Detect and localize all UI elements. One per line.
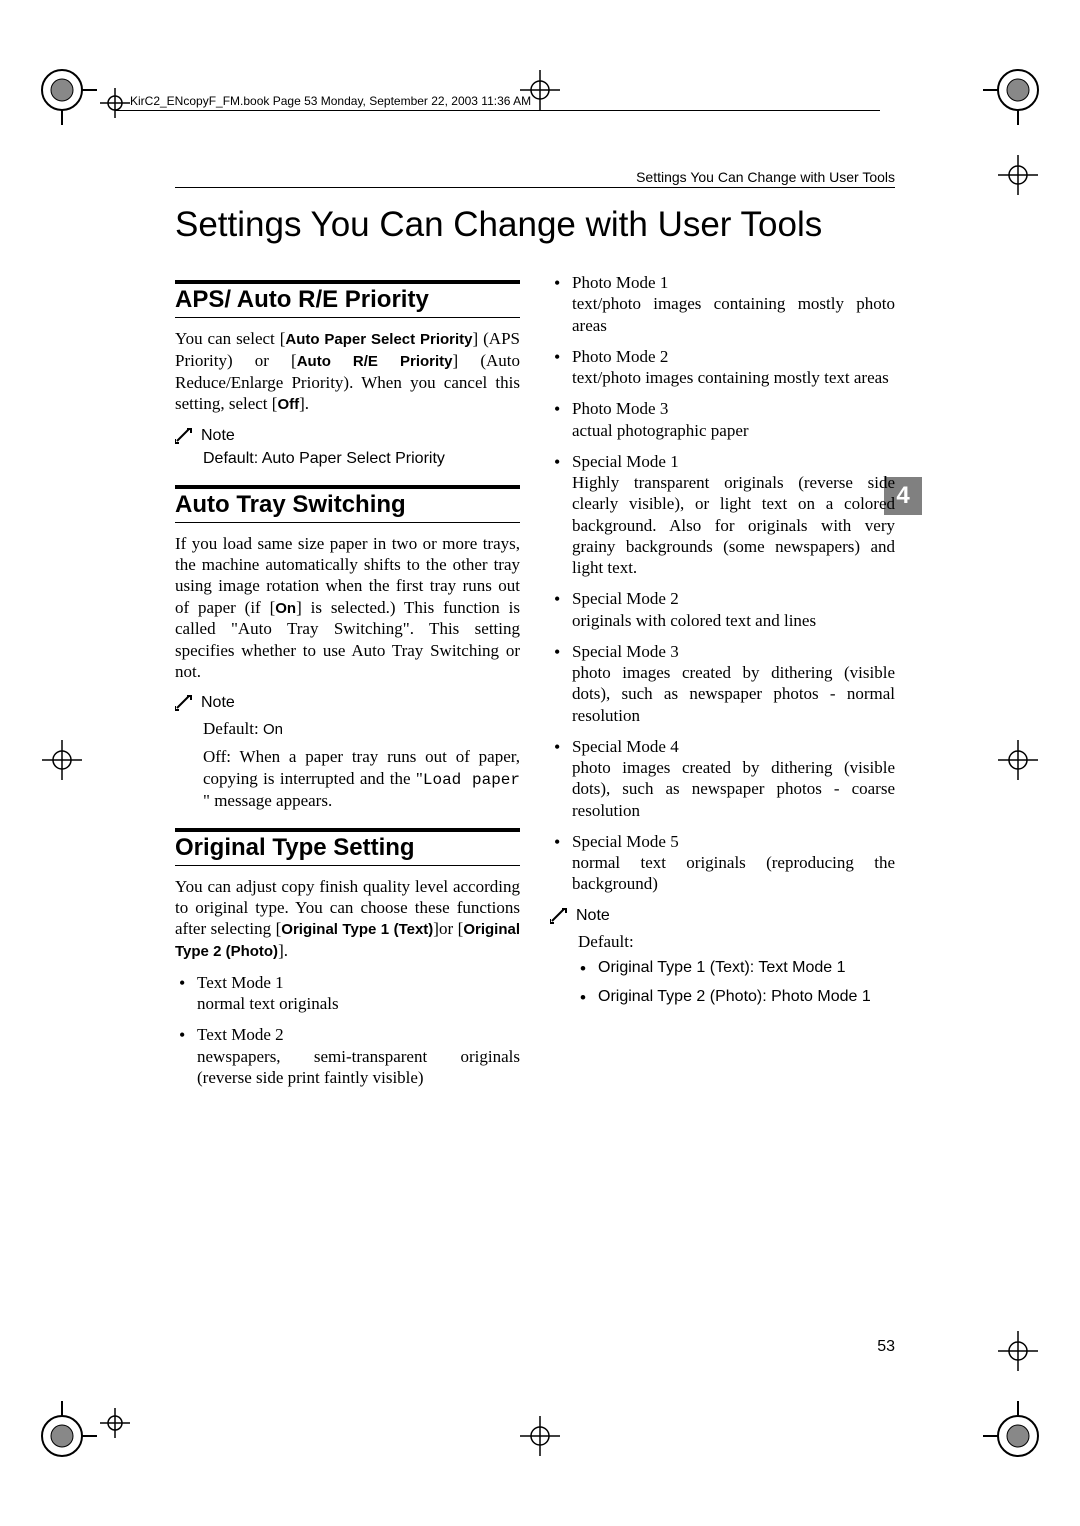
list-item: Text Mode 2newspapers, semi-transparent …: [175, 1024, 520, 1088]
ats-note-2: Off: When a paper tray runs out of paper…: [203, 746, 520, 812]
ots-heading: Original Type Setting: [175, 834, 520, 862]
crop-mark-tl: [37, 65, 97, 125]
ots-defaults: Original Type 1 (Text): Text Mode 1 Orig…: [578, 958, 895, 1008]
note-icon: [550, 907, 570, 925]
ots-note-default: Default:: [578, 931, 895, 953]
aps-note-head: Note: [175, 427, 520, 445]
list-item: Photo Mode 1text/photo images containing…: [550, 272, 895, 336]
header-rule: [115, 110, 880, 111]
section-rule: [175, 485, 520, 489]
right-column: Photo Mode 1text/photo images containing…: [550, 272, 895, 1098]
ots-note-head: Note: [550, 907, 895, 925]
ats-heading: Auto Tray Switching: [175, 491, 520, 519]
aps-body: You can select [Auto Paper Select Priori…: [175, 328, 520, 415]
framemaker-header: KirC2_ENcopyF_FM.book Page 53 Monday, Se…: [130, 94, 531, 108]
reg-right-top: [998, 155, 1038, 195]
aps-note-default: Default: Auto Paper Select Priority: [203, 449, 520, 469]
list-item: Special Mode 1Highly transparent origina…: [550, 451, 895, 579]
ats-note-1: Default: On: [203, 718, 520, 740]
running-head: Settings You Can Change with User Tools: [636, 169, 895, 185]
reg-bottom: [520, 1416, 560, 1456]
list-item: Photo Mode 2text/photo images containing…: [550, 346, 895, 389]
ots-body: You can adjust copy finish quality level…: [175, 876, 520, 962]
list-item: Special Mode 4photo images created by di…: [550, 736, 895, 821]
note-label: Note: [201, 427, 235, 445]
reg-left: [42, 740, 82, 780]
reg-right: [998, 740, 1038, 780]
section-underline: [175, 522, 520, 523]
crop-mark-tr: [983, 65, 1043, 125]
crop-mark-br: [983, 1401, 1043, 1461]
page-title: Settings You Can Change with User Tools: [175, 205, 822, 245]
ats-note-head: Note: [175, 694, 520, 712]
chapter-number: 4: [896, 482, 909, 510]
note-icon: [175, 694, 195, 712]
aps-heading: APS/ Auto R/E Priority: [175, 286, 520, 314]
content-columns: APS/ Auto R/E Priority You can select [A…: [175, 272, 895, 1098]
list-item: Special Mode 2originals with colored tex…: [550, 588, 895, 631]
reg-right-bottom: [998, 1331, 1038, 1371]
list-item: Special Mode 3photo images created by di…: [550, 641, 895, 726]
left-column: APS/ Auto R/E Priority You can select [A…: [175, 272, 520, 1098]
section-underline: [175, 317, 520, 318]
note-label: Note: [201, 694, 235, 712]
list-item: Text Mode 1normal text originals: [175, 972, 520, 1015]
section-rule: [175, 280, 520, 284]
reg-binder-bottom: [100, 1408, 130, 1438]
list-item: Photo Mode 3actual photographic paper: [550, 398, 895, 441]
list-item: Original Type 1 (Text): Text Mode 1: [578, 958, 895, 979]
section-underline: [175, 865, 520, 866]
list-item: Special Mode 5normal text originals (rep…: [550, 831, 895, 895]
note-label: Note: [576, 907, 610, 925]
ots-modes-left: Text Mode 1normal text originals Text Mo…: [175, 972, 520, 1088]
page-number: 53: [877, 1338, 895, 1356]
crop-mark-bl: [37, 1401, 97, 1461]
running-head-rule: [175, 187, 895, 188]
ots-modes-right: Photo Mode 1text/photo images containing…: [550, 272, 895, 895]
note-icon: [175, 427, 195, 445]
ats-body: If you load same size paper in two or mo…: [175, 533, 520, 682]
section-rule: [175, 828, 520, 832]
list-item: Original Type 2 (Photo): Photo Mode 1: [578, 987, 895, 1008]
reg-binder-top: [100, 88, 130, 118]
